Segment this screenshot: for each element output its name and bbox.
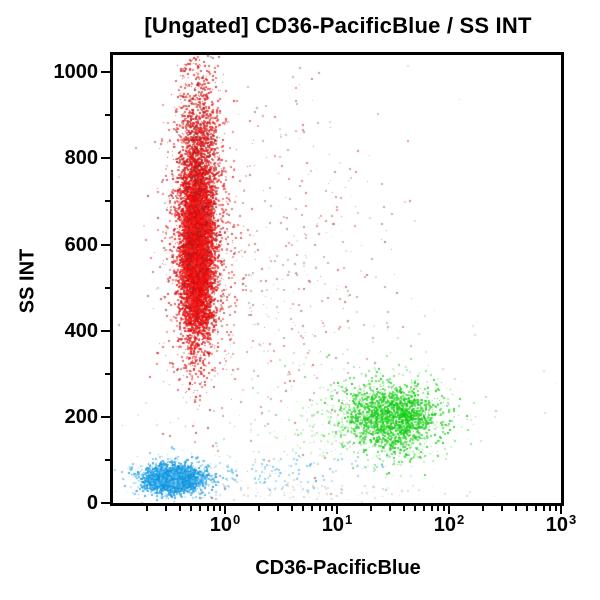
x-minor-tick [501, 506, 504, 511]
x-minor-tick [318, 506, 321, 511]
x-minor-tick [481, 506, 484, 511]
x-major-tick [224, 506, 226, 514]
x-tick-exponent: 3 [569, 512, 577, 527]
y-tick-label: 800 [64, 147, 98, 170]
x-minor-tick [430, 506, 433, 511]
x-minor-tick [442, 506, 445, 511]
x-tick-base: 10 [321, 514, 345, 536]
y-minor-tick [105, 372, 110, 375]
x-minor-tick [515, 506, 518, 511]
x-tick-exponent: 1 [345, 512, 353, 527]
x-minor-tick [206, 506, 209, 511]
x-tick-exponent: 2 [457, 512, 465, 527]
x-major-tick [336, 506, 338, 514]
x-minor-tick [542, 506, 545, 511]
x-tick-label: 100 [209, 512, 241, 537]
y-tick-label: 1000 [53, 61, 99, 84]
y-minor-tick [105, 114, 110, 117]
x-minor-tick [403, 506, 406, 511]
x-minor-tick [325, 506, 328, 511]
x-minor-tick [277, 506, 280, 511]
x-major-tick [560, 506, 562, 514]
x-minor-tick [199, 506, 202, 511]
x-minor-tick [165, 506, 168, 511]
x-minor-tick [218, 506, 221, 511]
y-tick-label: 600 [64, 233, 98, 256]
x-minor-tick [302, 506, 305, 511]
x-tick-label: 103 [545, 512, 577, 537]
y-major-tick [101, 502, 110, 504]
x-minor-tick [311, 506, 314, 511]
plot-frame [110, 52, 564, 506]
y-major-tick [101, 243, 110, 246]
x-minor-tick [291, 506, 294, 511]
x-minor-tick [526, 506, 529, 511]
y-minor-tick [105, 286, 110, 289]
x-minor-tick [257, 506, 260, 511]
x-axis-label: CD36-PacificBlue [255, 557, 421, 579]
x-tick-base: 10 [209, 514, 233, 536]
y-minor-tick [105, 200, 110, 203]
x-minor-tick [549, 506, 552, 511]
x-major-tick [448, 506, 450, 514]
x-minor-tick [213, 506, 216, 511]
x-tick-label: 101 [321, 512, 353, 537]
x-tick-exponent: 0 [233, 512, 241, 527]
x-minor-tick [423, 506, 426, 511]
x-minor-tick [369, 506, 372, 511]
x-minor-tick [414, 506, 417, 511]
x-minor-tick [190, 506, 193, 511]
chart-title: [Ungated] CD36-PacificBlue / SS INT [144, 13, 532, 38]
scatter-canvas [113, 55, 561, 503]
y-tick-label: 200 [64, 405, 98, 428]
x-minor-tick [554, 506, 557, 511]
x-tick-base: 10 [545, 514, 569, 536]
y-major-tick [101, 71, 110, 74]
y-major-tick [101, 329, 110, 332]
y-major-tick [101, 415, 110, 418]
y-tick-label: 0 [86, 492, 98, 514]
x-minor-tick [437, 506, 440, 511]
y-axis-label: SS INT [16, 248, 39, 314]
x-minor-tick [145, 506, 148, 511]
y-tick-label: 400 [64, 319, 98, 342]
y-minor-tick [105, 458, 110, 461]
x-minor-tick [535, 506, 538, 511]
x-tick-label: 102 [433, 512, 465, 537]
y-major-tick [101, 157, 110, 160]
x-minor-tick [330, 506, 333, 511]
x-minor-tick [389, 506, 392, 511]
x-minor-tick [179, 506, 182, 511]
x-tick-base: 10 [433, 514, 457, 536]
